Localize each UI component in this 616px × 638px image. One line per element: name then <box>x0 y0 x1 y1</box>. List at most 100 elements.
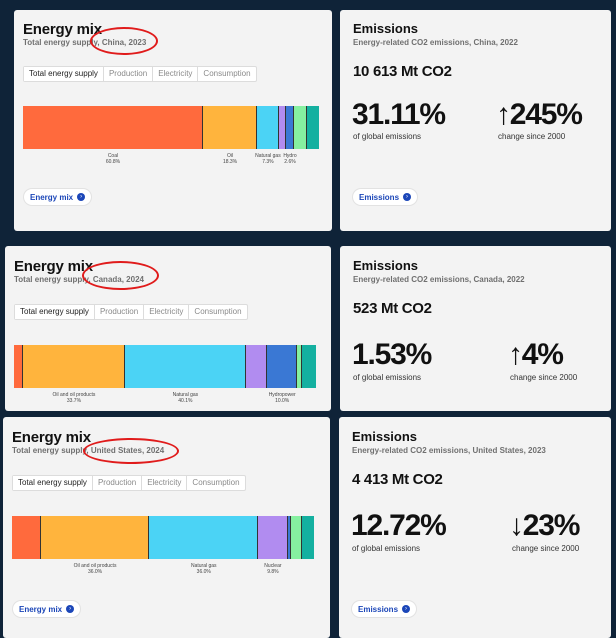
bar-segment-wind_solar[interactable] <box>293 106 308 149</box>
energy-mix-tabs: Total energy supply Production Electrici… <box>12 475 246 491</box>
bar-label-hydro: Hydropower 10.0% <box>269 392 296 404</box>
bar-segment-other[interactable] <box>307 106 319 149</box>
energy-mix-subtitle: Total energy supply, China, 2023 <box>23 38 147 47</box>
bar-label-oil: Oil and oil products 33.7% <box>53 392 96 404</box>
bar-segment-nuclear[interactable] <box>278 106 287 149</box>
bar-label-percent: 60.8% <box>105 159 121 165</box>
bar-label-name: Natural gas <box>255 153 281 159</box>
bar-label-nuclear: Nuclear 9.8% <box>264 563 281 575</box>
bar-label-hydro: Hydro 2.6% <box>283 153 296 165</box>
bar-segment-other[interactable] <box>301 516 314 559</box>
energy-mix-title: Energy mix <box>14 258 93 275</box>
tab-total-energy-supply[interactable]: Total energy supply <box>15 305 94 319</box>
bar-label-percent: 40.1% <box>178 398 193 404</box>
energy-mix-subtitle: Total energy supply, Canada, 2024 <box>14 275 144 284</box>
emissions-total: 4 413 Mt CO2 <box>352 471 443 488</box>
energy-mix-bar <box>23 106 319 149</box>
energy-mix-title: Energy mix <box>12 429 91 446</box>
bar-label-oil: Oil 18.3% <box>223 153 237 165</box>
bar-label-percent: 18.3% <box>222 159 238 165</box>
tab-consumption[interactable]: Consumption <box>197 67 255 81</box>
bar-label-oil: Oil and oil products 36.0% <box>74 563 117 575</box>
energy-mix-link-label: Energy mix <box>30 192 74 202</box>
bar-segment-coal[interactable] <box>12 516 41 559</box>
bar-label-percent: 9.8% <box>267 569 279 575</box>
bar-label-name: Natural gas <box>190 563 217 569</box>
bar-segment-nuclear[interactable] <box>245 345 268 388</box>
bar-label-name: Oil and oil products <box>52 392 96 398</box>
emissions-title: Emissions <box>353 21 419 36</box>
arrow-right-icon: › <box>403 193 412 201</box>
highlight-circle <box>90 27 158 55</box>
bar-label-coal: Coal 60.8% <box>106 153 120 165</box>
bar-segment-gas[interactable] <box>124 345 246 388</box>
emissions-subtitle: Energy-related CO2 emissions, China, 202… <box>353 38 518 47</box>
global-share-value: 1.53% <box>352 338 432 371</box>
tab-production[interactable]: Production <box>102 67 152 81</box>
bar-segment-nuclear[interactable] <box>258 516 288 559</box>
bar-segment-gas[interactable] <box>149 516 259 559</box>
energy-mix-link[interactable]: Energy mix › <box>13 601 81 617</box>
bar-segment-other[interactable] <box>301 345 316 388</box>
bar-segment-oil[interactable] <box>202 106 258 149</box>
global-share-label: of global emissions <box>353 373 422 382</box>
bar-label-name: Coal <box>107 153 119 159</box>
emissions-link[interactable]: Emissions › <box>353 189 418 205</box>
energy-mix-card-united-states: Energy mix Total energy supply, United S… <box>3 417 330 638</box>
global-share-label: of global emissions <box>352 544 421 553</box>
bar-segment-coal[interactable] <box>23 106 203 149</box>
bar-label-percent: 36.0% <box>87 569 103 575</box>
bar-segment-wind_solar[interactable] <box>291 516 302 559</box>
change-value: ↑245% <box>496 98 583 131</box>
bar-label-name: Oil <box>226 153 234 159</box>
change-value: ↓23% <box>509 509 580 542</box>
bar-segment-coal[interactable] <box>14 345 24 388</box>
tab-electricity[interactable]: Electricity <box>141 476 186 490</box>
energy-mix-tabs: Total energy supply Production Electrici… <box>14 304 248 320</box>
energy-mix-link-label: Energy mix <box>19 604 63 614</box>
bar-segment-wind_solar[interactable] <box>297 345 302 388</box>
bar-label-percent: 33.7% <box>66 398 82 404</box>
tab-production[interactable]: Production <box>91 476 141 490</box>
emissions-total: 10 613 Mt CO2 <box>353 63 452 80</box>
highlight-circle <box>82 261 159 290</box>
bar-label-percent: 2.6% <box>284 159 296 165</box>
tab-total-energy-supply[interactable]: Total energy supply <box>24 67 103 81</box>
tab-consumption[interactable]: Consumption <box>186 476 244 490</box>
emissions-link-label: Emissions <box>358 604 399 614</box>
bar-segment-hydro[interactable] <box>286 106 294 149</box>
tab-total-energy-supply[interactable]: Total energy supply <box>13 476 92 490</box>
energy-mix-title: Energy mix <box>23 21 102 38</box>
emissions-subtitle: Energy-related CO2 emissions, United Sta… <box>352 446 546 455</box>
emissions-total: 523 Mt CO2 <box>353 300 432 317</box>
bar-label-name: Hydropower <box>268 392 296 398</box>
global-share-label: of global emissions <box>353 132 422 141</box>
tab-consumption[interactable]: Consumption <box>188 305 246 319</box>
bar-segment-hydro[interactable] <box>287 516 292 559</box>
arrow-right-icon: › <box>77 193 86 201</box>
bar-segment-oil[interactable] <box>23 345 125 388</box>
bar-segment-oil[interactable] <box>40 516 150 559</box>
highlight-circle <box>83 438 179 464</box>
energy-mix-bar <box>14 345 316 388</box>
tab-electricity[interactable]: Electricity <box>143 305 188 319</box>
bar-label-gas: Natural gas 36.0% <box>191 563 217 575</box>
emissions-card-united-states: Emissions Energy-related CO2 emissions, … <box>339 417 611 638</box>
emissions-link-label: Emissions <box>359 192 400 202</box>
emissions-title: Emissions <box>352 429 418 444</box>
bar-segment-gas[interactable] <box>257 106 279 149</box>
energy-mix-card-canada: Energy mix Total energy supply, Canada, … <box>5 246 331 411</box>
bar-label-gas: Natural gas 7.3% <box>255 153 281 165</box>
bar-segment-hydro[interactable] <box>267 345 298 388</box>
energy-mix-bar <box>12 516 314 559</box>
emissions-link[interactable]: Emissions › <box>352 601 417 617</box>
change-label: change since 2000 <box>510 373 578 382</box>
bar-label-percent: 7.3% <box>262 159 274 165</box>
change-value: ↑4% <box>508 338 564 371</box>
tab-electricity[interactable]: Electricity <box>152 67 197 81</box>
energy-mix-link[interactable]: Energy mix › <box>24 189 92 205</box>
bar-label-name: Oil and oil products <box>73 563 117 569</box>
arrow-right-icon: › <box>66 605 75 613</box>
tab-production[interactable]: Production <box>93 305 143 319</box>
global-share-value: 31.11% <box>352 98 446 131</box>
